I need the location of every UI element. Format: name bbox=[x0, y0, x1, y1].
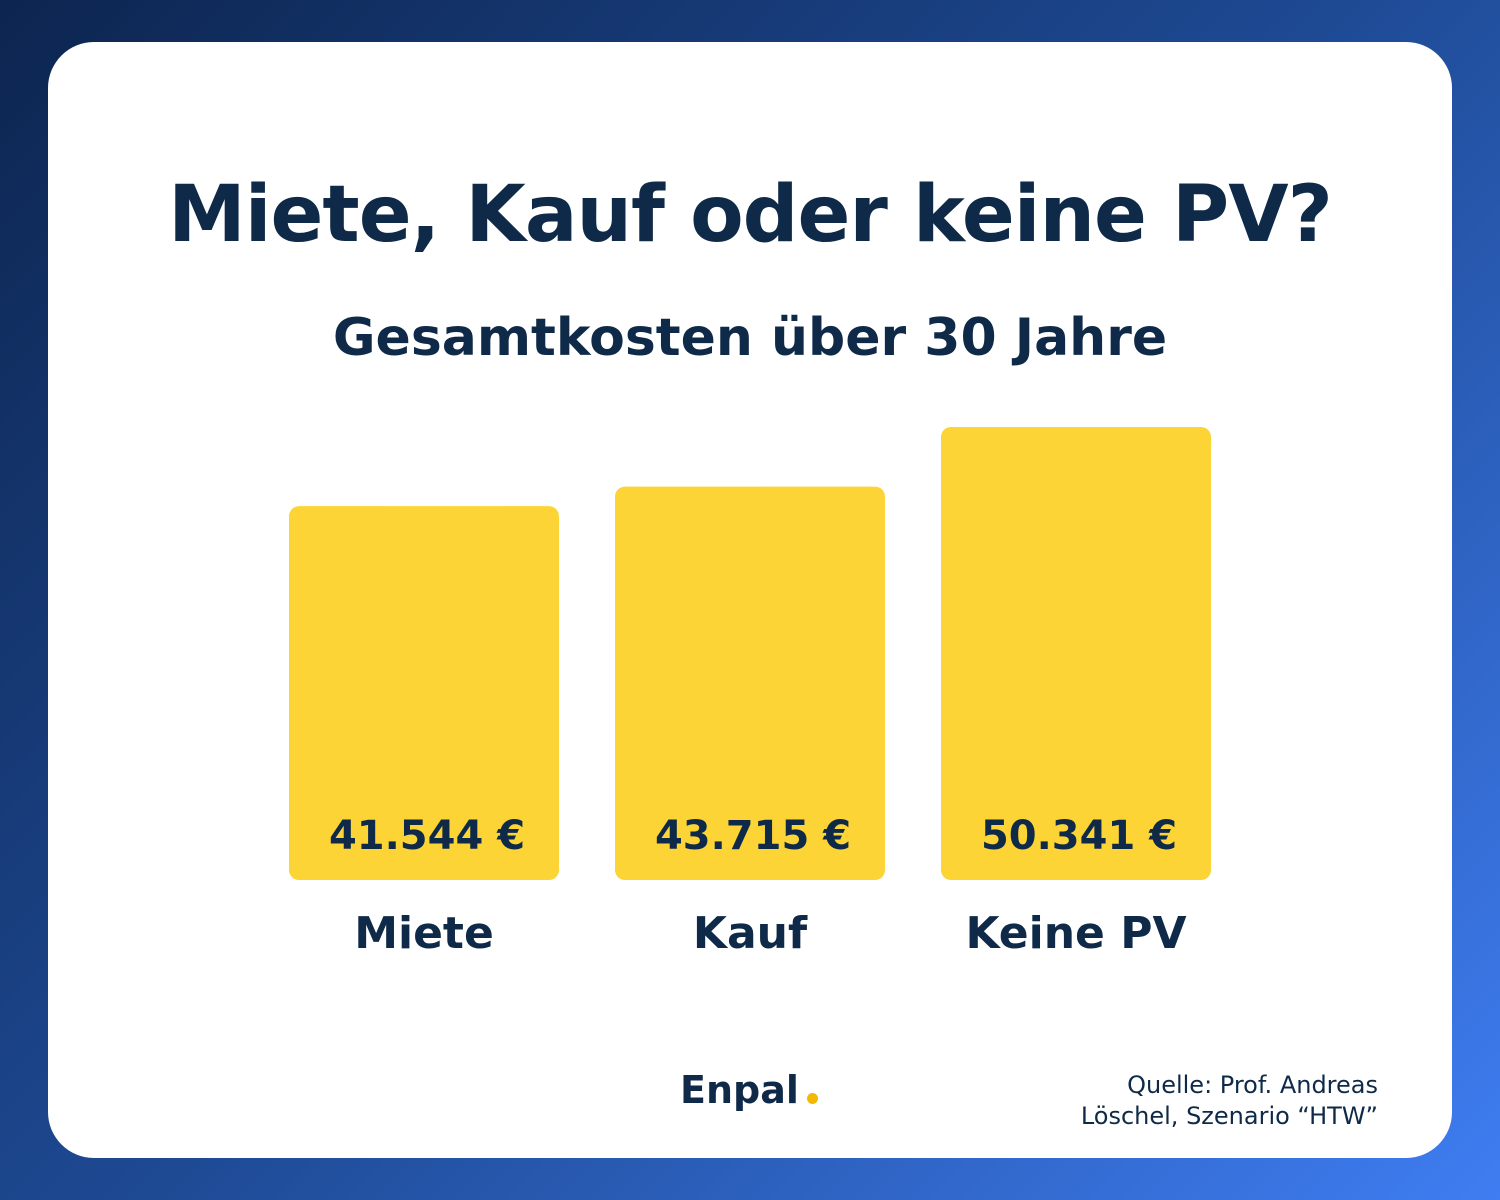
logo-dot-icon bbox=[806, 1093, 818, 1104]
content-card: Miete, Kauf oder keine PV? Gesamtkosten … bbox=[48, 42, 1452, 1158]
bar-miete bbox=[289, 506, 559, 880]
page-title: Miete, Kauf oder keine PV? bbox=[168, 170, 1333, 260]
source-line-1: Quelle: Prof. Andreas bbox=[1127, 1071, 1378, 1099]
bar-value-label: 50.341 € bbox=[981, 813, 1177, 859]
bar-value-label: 43.715 € bbox=[655, 813, 851, 859]
category-label: Keine PV bbox=[965, 908, 1186, 959]
source-note: Quelle: Prof. Andreas Löschel, Szenario … bbox=[978, 1070, 1378, 1132]
bar-keine-pv bbox=[941, 427, 1211, 880]
category-label: Miete bbox=[354, 908, 494, 959]
bar-value-label: 41.544 € bbox=[329, 813, 525, 859]
enpal-logo: Enpal bbox=[680, 1062, 818, 1112]
page-subtitle: Gesamtkosten über 30 Jahre bbox=[332, 308, 1168, 368]
bar-kauf bbox=[615, 486, 885, 880]
category-label: Kauf bbox=[693, 908, 808, 959]
source-line-2: Löschel, Szenario “HTW” bbox=[1080, 1102, 1378, 1130]
logo-wordmark: Enpal bbox=[680, 1068, 799, 1112]
